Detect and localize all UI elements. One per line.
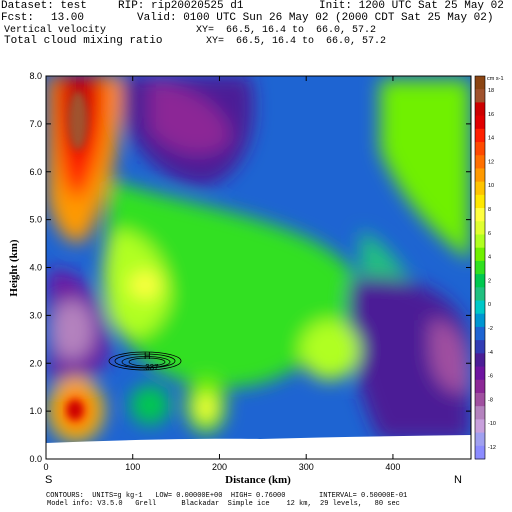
colorbar-swatch	[475, 419, 485, 434]
colorbar-swatch	[475, 208, 485, 222]
fcst-label: Fcst:	[1, 12, 35, 24]
colorbar-swatch	[475, 142, 485, 156]
colorbar-label: 12	[488, 159, 494, 165]
colorbar-swatch	[475, 392, 485, 407]
colorbar-label: -4	[488, 350, 493, 356]
colorbar-label: -2	[488, 326, 493, 332]
colorbar-swatch	[475, 445, 485, 460]
cloud-contours	[108, 351, 182, 371]
y-tick-label: 2.0	[29, 358, 42, 368]
colorbar-swatch	[475, 115, 485, 130]
colorbar-label: -10	[488, 421, 496, 427]
rip-label: RIP: rip20020525 d1	[118, 0, 244, 12]
colorbar-swatch	[475, 353, 485, 368]
colorbar-label: 16	[488, 112, 494, 118]
y-tick-label: 3.0	[29, 310, 42, 320]
y-tick-label: 5.0	[29, 215, 42, 225]
x-tick-label: 200	[212, 462, 227, 472]
field2-name: Total cloud mixing ratio	[4, 35, 163, 47]
colorbar-label: 14	[488, 136, 494, 142]
y-axis: 0.0 1.0 2.0 3.0 4.0 5.0 6.0 7.0 8.0	[29, 71, 471, 464]
colorbar-swatch	[475, 247, 485, 262]
field1-xy: XY= 66.5, 16.4 to 66.0, 57.2	[196, 25, 377, 36]
colorbar-swatch	[475, 234, 485, 249]
colorbar-swatch	[475, 260, 485, 275]
y-tick-label: 0.0	[29, 454, 42, 464]
colorbar-swatch	[475, 287, 485, 302]
colorbar-swatch	[475, 300, 485, 315]
colorbar-swatch	[475, 181, 485, 196]
colorbar: 18 16 14 12 10 8 6 4 2 0 -2 -4 -6 -8 -10 -12	[474, 75, 496, 460]
valid-time: Valid: 0100 UTC Sun 26 May 02 (2000 CDT …	[137, 12, 494, 24]
colorbar-swatch	[475, 366, 485, 381]
colorbar-swatch	[475, 379, 485, 394]
x-axis-title: Distance (km)	[225, 474, 291, 486]
y-axis-title: Height (km)	[8, 239, 20, 296]
colorbar-swatch	[475, 221, 485, 235]
contour-high-label: H	[144, 351, 151, 361]
colorbar-label: 0	[488, 302, 491, 308]
y-tick-label: 4.0	[29, 263, 42, 273]
colorbar-swatch	[475, 432, 485, 447]
init-label: Init: 1200 UTC Sat 25 May 02	[319, 0, 504, 12]
colorbar-label: 18	[488, 88, 494, 94]
colorbar-label: 8	[488, 207, 491, 213]
y-tick-label: 7.0	[29, 119, 42, 129]
model-info: Model info: V3.5.0 Grell Blackadar Simpl…	[47, 500, 400, 508]
colorbar-swatch	[475, 406, 485, 420]
y-tick-label: 8.0	[29, 71, 42, 81]
x-tick-label: 300	[299, 462, 314, 472]
colorbar-swatch	[475, 76, 485, 90]
colorbar-swatch	[475, 155, 485, 169]
colorbar-swatch	[475, 128, 485, 143]
colorbar-swatch	[475, 274, 485, 288]
dataset-label: Dataset: test	[1, 0, 87, 12]
x-axis: 0 100 200 300 400	[43, 76, 400, 472]
colorbar-swatch	[475, 89, 485, 103]
colorbar-label: 2	[488, 278, 491, 284]
colorbar-label: -6	[488, 374, 493, 380]
colorbar-frame	[474, 75, 486, 460]
colorbar-swatch	[475, 340, 485, 354]
colorbar-swatch	[475, 326, 485, 341]
colorbar-label: -8	[488, 397, 493, 403]
colorbar-swatch	[475, 168, 485, 183]
x-tick-label: 0	[43, 462, 48, 472]
colorbar-label: 6	[488, 231, 491, 237]
y-tick-label: 6.0	[29, 167, 42, 177]
contour-high-value: .337	[143, 363, 159, 372]
colorbar-swatch	[475, 102, 485, 117]
y-tick-label: 1.0	[29, 406, 42, 416]
x-tick-label: 100	[125, 462, 140, 472]
field1-name: Vertical velocity	[4, 25, 107, 36]
colorbar-label: 4	[488, 255, 491, 261]
colorbar-swatch	[475, 194, 485, 209]
colorbar-label: -12	[488, 445, 496, 451]
contour-info: CONTOURS: UNITS=g kg-1 LOW= 0.00000E+00 …	[46, 492, 408, 500]
colorbar-swatch	[475, 313, 485, 328]
x-tick-label: 400	[385, 462, 400, 472]
endpoint-right-label: N	[454, 474, 462, 486]
endpoint-left-label: S	[45, 474, 52, 486]
field-shading	[46, 76, 471, 459]
colorbar-units: cm s-1	[487, 76, 504, 82]
colorbar-label: 10	[488, 183, 494, 189]
field2-xy: XY= 66.5, 16.4 to 66.0, 57.2	[206, 36, 387, 47]
fcst-value: 13.00	[51, 12, 85, 24]
